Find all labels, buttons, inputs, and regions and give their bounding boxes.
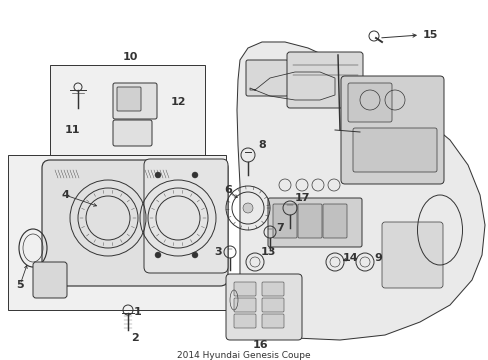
FancyBboxPatch shape	[234, 314, 256, 328]
Text: 10: 10	[122, 52, 138, 62]
Circle shape	[155, 172, 161, 178]
Polygon shape	[249, 72, 334, 100]
Text: 15: 15	[422, 30, 437, 40]
FancyBboxPatch shape	[234, 282, 256, 296]
FancyBboxPatch shape	[143, 159, 227, 273]
FancyBboxPatch shape	[323, 204, 346, 238]
Text: 7: 7	[276, 223, 284, 233]
FancyBboxPatch shape	[225, 274, 302, 340]
Text: 17: 17	[294, 193, 309, 203]
Text: 6: 6	[224, 185, 231, 195]
FancyBboxPatch shape	[297, 204, 321, 238]
Text: 12: 12	[170, 97, 185, 107]
FancyBboxPatch shape	[347, 83, 391, 122]
Text: 2: 2	[131, 333, 139, 343]
FancyBboxPatch shape	[262, 282, 284, 296]
Text: 16: 16	[252, 340, 267, 350]
Circle shape	[192, 252, 198, 258]
Text: 5: 5	[16, 280, 24, 290]
Bar	[8, 155, 225, 310]
FancyBboxPatch shape	[286, 52, 362, 108]
Bar	[50, 65, 204, 155]
Text: 14: 14	[342, 253, 357, 263]
Text: 3: 3	[214, 247, 222, 257]
FancyBboxPatch shape	[42, 160, 227, 286]
FancyBboxPatch shape	[33, 262, 67, 298]
Polygon shape	[237, 42, 484, 340]
FancyBboxPatch shape	[381, 222, 442, 288]
Text: 11: 11	[64, 125, 80, 135]
Text: 1: 1	[134, 307, 142, 317]
FancyBboxPatch shape	[272, 204, 296, 238]
FancyBboxPatch shape	[340, 76, 443, 184]
Circle shape	[243, 203, 252, 213]
FancyBboxPatch shape	[352, 128, 436, 172]
Text: 9: 9	[373, 253, 381, 263]
Text: 2014 Hyundai Genesis Coupe: 2014 Hyundai Genesis Coupe	[177, 351, 310, 360]
Circle shape	[155, 252, 161, 258]
FancyBboxPatch shape	[262, 314, 284, 328]
FancyBboxPatch shape	[234, 298, 256, 312]
Circle shape	[192, 172, 198, 178]
Text: 8: 8	[258, 140, 265, 150]
FancyBboxPatch shape	[113, 83, 157, 119]
Text: 4: 4	[61, 190, 69, 200]
FancyBboxPatch shape	[267, 198, 361, 247]
FancyBboxPatch shape	[117, 87, 141, 111]
FancyBboxPatch shape	[245, 60, 287, 96]
FancyBboxPatch shape	[262, 298, 284, 312]
Text: 13: 13	[260, 247, 275, 257]
FancyBboxPatch shape	[113, 120, 152, 146]
